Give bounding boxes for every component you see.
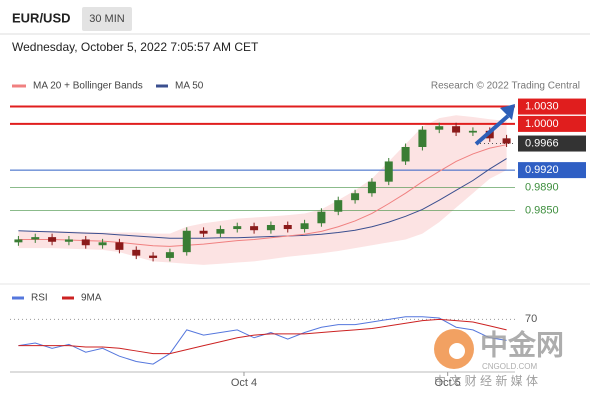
candle-body (468, 130, 477, 133)
level-box (518, 135, 586, 152)
watermark-tagline: 中 文 财 经 新 媒 体 (434, 373, 538, 388)
candle-body (283, 225, 292, 230)
candle-body (300, 223, 309, 230)
level-label: 1.0000 (525, 118, 559, 130)
level-label: 0.9890 (525, 181, 559, 193)
candle-body (250, 226, 259, 231)
candle-body (317, 211, 326, 224)
legend-ma20: MA 20 + Bollinger Bands (33, 81, 143, 92)
candle-body (266, 225, 275, 231)
candle-body (14, 239, 23, 243)
rsi-line (18, 318, 507, 355)
watermark-site: CNGOLD.COM (482, 362, 537, 371)
level-label: 0.9966 (525, 137, 559, 149)
candle-body (351, 193, 360, 201)
timeframe: 30 MIN (89, 13, 125, 25)
candle-body (98, 242, 107, 246)
candle-body (64, 239, 73, 242)
candle-body (115, 242, 124, 250)
level-box (518, 115, 586, 132)
candle-body (132, 249, 141, 256)
candle-body (81, 239, 90, 246)
candle-body (182, 230, 191, 253)
date: Wednesday, October 5, 2022 7:05:57 AM CE… (12, 40, 259, 54)
source: Research © 2022 Trading Central (431, 81, 580, 92)
rsi-tick-label: 70 (525, 313, 537, 325)
candle-body (435, 126, 444, 130)
rsi-legend-label: RSI (31, 293, 48, 304)
candle-body (31, 237, 40, 240)
watermark-logo-inner (449, 343, 465, 359)
symbol: EUR/USD (12, 10, 71, 25)
candle-body (216, 229, 225, 234)
trend-arrow (474, 114, 510, 146)
x-tick-label: Oct 5 (435, 377, 461, 389)
candle-body (418, 129, 427, 147)
rsi-line (18, 316, 507, 365)
rsi-legend-label: 9MA (81, 293, 102, 304)
timeframe-box (82, 7, 132, 31)
level-box (518, 98, 586, 115)
ma50-line (18, 158, 507, 239)
candle-body (502, 138, 511, 144)
level-label: 0.9920 (525, 164, 559, 176)
level-box (518, 162, 586, 179)
candle-body (401, 147, 410, 162)
candle-body (48, 237, 57, 242)
trend-arrowhead (500, 104, 515, 120)
legend-ma50: MA 50 (175, 81, 204, 92)
candle-body (199, 230, 208, 234)
candle-body (384, 161, 393, 182)
watermark: 中金网 CNGOLD.COM 中 文 财 经 新 媒 体 (434, 328, 564, 388)
candle-body (233, 226, 242, 230)
candle-body (165, 252, 174, 258)
candle-body (149, 255, 158, 258)
watermark-name: 中金网 (480, 328, 564, 360)
bollinger-band (18, 115, 507, 265)
ma20-line (18, 144, 507, 247)
level-label: 1.0030 (525, 100, 559, 112)
candle-body (452, 126, 461, 133)
x-tick-label: Oct 4 (231, 377, 257, 389)
candle-body (367, 181, 376, 194)
level-label: 0.9850 (525, 204, 559, 216)
candle-body (334, 200, 343, 212)
